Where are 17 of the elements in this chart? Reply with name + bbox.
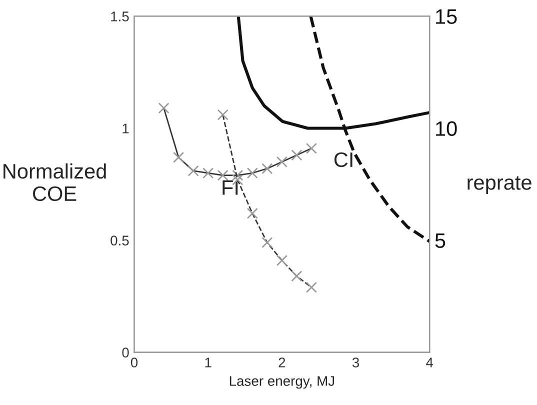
y2-tick-label: 15 [436,9,457,24]
x-tick-label: 2 [278,358,286,368]
y-axis-title: Normalized COE [4,163,106,202]
x-tick-label: 0 [130,358,138,368]
y-tick-label: 1.5 [111,12,129,22]
y-tick-label: 1 [122,124,129,134]
y2-tick-label: 10 [436,121,457,136]
x-tick-label: 4 [426,358,434,368]
series-label: CI [334,152,352,168]
y-tick-label: 0 [122,348,129,358]
series-label: FI [222,180,238,195]
y2-axis-title: reprate [468,176,532,194]
y-tick-label: 0.5 [110,236,129,246]
x-tick-label: 3 [352,358,360,368]
x-axis-title: Laser energy, MJ [230,376,334,389]
x-tick-label: 1 [205,358,212,368]
y2-tick-label: 5 [435,234,446,248]
